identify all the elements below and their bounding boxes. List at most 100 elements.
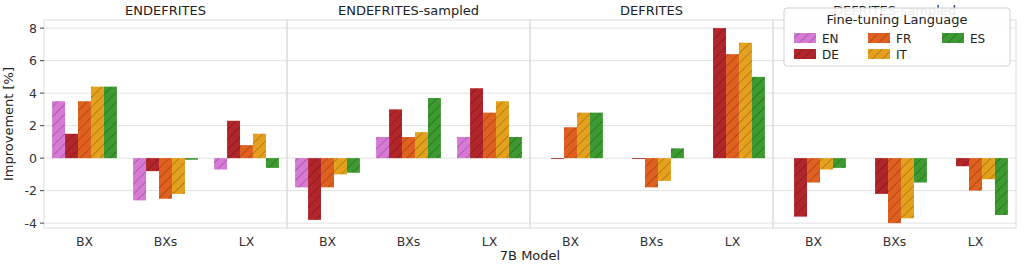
bar bbox=[671, 148, 684, 158]
y-tick bbox=[40, 93, 44, 94]
bar bbox=[888, 158, 901, 223]
panel: DEFRITESBXBXsLX bbox=[530, 3, 773, 249]
grid-line bbox=[773, 125, 1016, 126]
legend-label: FR bbox=[896, 32, 911, 46]
bar bbox=[321, 158, 334, 187]
bar bbox=[820, 158, 833, 169]
legend-swatch bbox=[794, 33, 816, 43]
y-tick bbox=[40, 125, 44, 126]
bar bbox=[65, 134, 78, 158]
bar bbox=[172, 158, 185, 194]
y-axis-label: Improvement [%] bbox=[1, 67, 16, 181]
bar bbox=[509, 137, 522, 158]
bars bbox=[295, 88, 522, 220]
chart: ENDEFRITES-4-202468BXBXsLXImprovement [%… bbox=[0, 0, 1024, 265]
bar bbox=[995, 158, 1008, 215]
bar bbox=[807, 158, 820, 182]
bar bbox=[389, 109, 402, 158]
x-tick-label: BXs bbox=[397, 234, 421, 249]
bar bbox=[159, 158, 172, 199]
bar bbox=[564, 127, 577, 158]
x-tick-label: LX bbox=[968, 234, 984, 249]
panel-title: DEFRITES bbox=[620, 3, 683, 18]
legend-label: EN bbox=[822, 32, 839, 46]
x-axis-label: 7B Model bbox=[500, 248, 560, 263]
bar bbox=[470, 88, 483, 158]
bars bbox=[52, 87, 279, 201]
y-tick-label: -2 bbox=[25, 183, 37, 198]
bars bbox=[794, 158, 1008, 223]
legend-swatch bbox=[868, 49, 890, 59]
grid-line bbox=[287, 60, 530, 61]
grid-line bbox=[287, 223, 530, 224]
grid-line bbox=[44, 223, 287, 224]
bar bbox=[146, 158, 159, 171]
grid-line bbox=[530, 190, 773, 191]
bar bbox=[415, 132, 428, 158]
panel: ENDEFRITES-4-202468BXBXsLX bbox=[25, 3, 287, 249]
bar bbox=[347, 158, 360, 173]
bar bbox=[914, 158, 927, 182]
bar bbox=[833, 158, 846, 168]
bar bbox=[483, 113, 496, 159]
panel: DEFRITES-sampledBXBXsLX bbox=[773, 3, 1016, 249]
grid-line bbox=[287, 28, 530, 29]
bar bbox=[376, 137, 389, 158]
panel-frame bbox=[530, 20, 773, 228]
y-tick-label: 6 bbox=[29, 53, 37, 68]
panel-title: ENDEFRITES bbox=[125, 3, 206, 18]
bar bbox=[752, 77, 765, 158]
y-tick bbox=[40, 223, 44, 224]
y-tick bbox=[40, 190, 44, 191]
legend-label: ES bbox=[970, 32, 985, 46]
bars bbox=[551, 28, 765, 187]
x-tick-label: BX bbox=[76, 234, 94, 249]
grid-line bbox=[773, 93, 1016, 94]
bar bbox=[982, 158, 995, 179]
legend-swatch bbox=[942, 33, 964, 43]
legend-title: Fine-tuning Language bbox=[826, 12, 967, 27]
legend-swatch bbox=[794, 49, 816, 59]
bar bbox=[227, 121, 240, 158]
bar bbox=[713, 28, 726, 158]
bar bbox=[956, 158, 969, 166]
bar bbox=[632, 158, 645, 160]
x-tick-label: LX bbox=[482, 234, 498, 249]
bar bbox=[78, 101, 91, 158]
grid-line bbox=[287, 190, 530, 191]
bar bbox=[658, 158, 671, 181]
grid-line bbox=[44, 60, 287, 61]
x-tick-label: BX bbox=[805, 234, 823, 249]
bar bbox=[334, 158, 347, 174]
legend-swatch bbox=[868, 33, 890, 43]
y-tick-label: 2 bbox=[29, 118, 37, 133]
y-tick-label: 0 bbox=[29, 151, 37, 166]
grid-line bbox=[530, 28, 773, 29]
bar bbox=[240, 145, 253, 158]
panel-frame bbox=[287, 20, 530, 228]
bar bbox=[91, 87, 104, 159]
y-tick bbox=[40, 60, 44, 61]
bar bbox=[308, 158, 321, 220]
panel-frame bbox=[44, 20, 287, 228]
y-tick-label: -4 bbox=[25, 216, 38, 231]
bar bbox=[969, 158, 982, 191]
bar bbox=[496, 101, 509, 158]
y-tick bbox=[40, 28, 44, 29]
bar bbox=[875, 158, 888, 194]
bar bbox=[577, 113, 590, 159]
bar bbox=[901, 158, 914, 218]
bar bbox=[590, 113, 603, 159]
bar bbox=[794, 158, 807, 217]
bar bbox=[214, 158, 227, 169]
x-tick-label: LX bbox=[725, 234, 741, 249]
bar bbox=[726, 54, 739, 158]
y-tick-label: 8 bbox=[29, 21, 37, 36]
bar bbox=[253, 134, 266, 158]
panel-title: ENDEFRITES-sampled bbox=[338, 3, 479, 18]
grid-line bbox=[44, 93, 287, 94]
grid-line bbox=[44, 28, 287, 29]
bar bbox=[133, 158, 146, 200]
x-tick-label: LX bbox=[239, 234, 255, 249]
bar bbox=[52, 101, 65, 158]
